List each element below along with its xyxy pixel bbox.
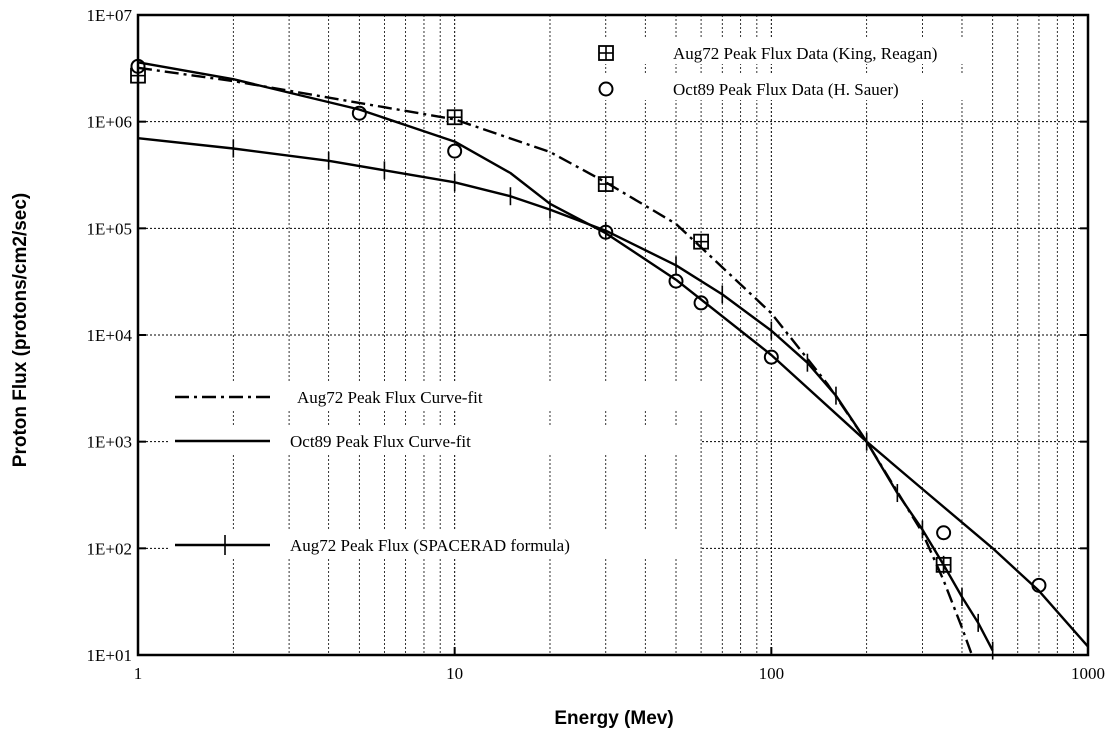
y-axis-title: Proton Flux (protons/cm2/sec) bbox=[10, 193, 31, 467]
x-tick-label: 1000 bbox=[1071, 664, 1105, 683]
data-point bbox=[936, 525, 952, 541]
series-2 bbox=[137, 66, 974, 656]
x-axis-title: Energy (Mev) bbox=[554, 708, 673, 729]
series-line bbox=[137, 61, 1089, 648]
series-3 bbox=[137, 61, 1089, 648]
legend-entry: Oct89 Peak Flux Data (H. Sauer) bbox=[556, 74, 992, 100]
series-line bbox=[137, 137, 994, 652]
data-point bbox=[597, 176, 614, 192]
y-tick-label: 1E+06 bbox=[87, 113, 132, 132]
y-tick-label: 1E+04 bbox=[87, 326, 133, 345]
legend-entry: Aug72 Peak Flux Data (King, Reagan) bbox=[556, 38, 992, 64]
x-tick-label: 10 bbox=[446, 664, 463, 683]
y-tick-label: 1E+02 bbox=[87, 539, 132, 558]
axis-ticks: 1E+01 1E+02 1E+03 1E+04 1E+05 1E+06 1E+07 1 10 10… bbox=[87, 6, 1105, 683]
legend-marker-circle bbox=[598, 81, 614, 97]
legend-entry: Aug72 Peak Flux Curve-fit bbox=[168, 382, 707, 410]
series-4 bbox=[137, 129, 994, 660]
legend-label: Oct89 Peak Flux Data (H. Sauer) bbox=[673, 80, 899, 99]
series-layer bbox=[130, 58, 1089, 660]
series-0 bbox=[130, 67, 952, 573]
data-point bbox=[693, 295, 709, 311]
y-tick-label: 1E+03 bbox=[87, 433, 132, 452]
data-point bbox=[447, 143, 463, 159]
y-tick-label: 1E+05 bbox=[87, 219, 132, 238]
legend-label: Oct89 Peak Flux Curve-fit bbox=[290, 432, 471, 451]
legend-label: Aug72 Peak Flux (SPACERAD formula) bbox=[290, 536, 570, 555]
y-tick-label: 1E+01 bbox=[87, 646, 132, 665]
x-tick-label: 100 bbox=[759, 664, 785, 683]
legend-entry: Oct89 Peak Flux Curve-fit bbox=[168, 426, 700, 454]
legend: Aug72 Peak Flux Data (King, Reagan) Oct89… bbox=[168, 38, 992, 558]
legend-label: Aug72 Peak Flux Data (King, Reagan) bbox=[673, 44, 937, 63]
y-tick-label: 1E+07 bbox=[87, 6, 133, 25]
x-tick-label: 1 bbox=[134, 664, 143, 683]
legend-entry: Aug72 Peak Flux (SPACERAD formula) bbox=[168, 530, 700, 558]
legend-label: Aug72 Peak Flux Curve-fit bbox=[297, 388, 483, 407]
series-line bbox=[137, 66, 974, 656]
